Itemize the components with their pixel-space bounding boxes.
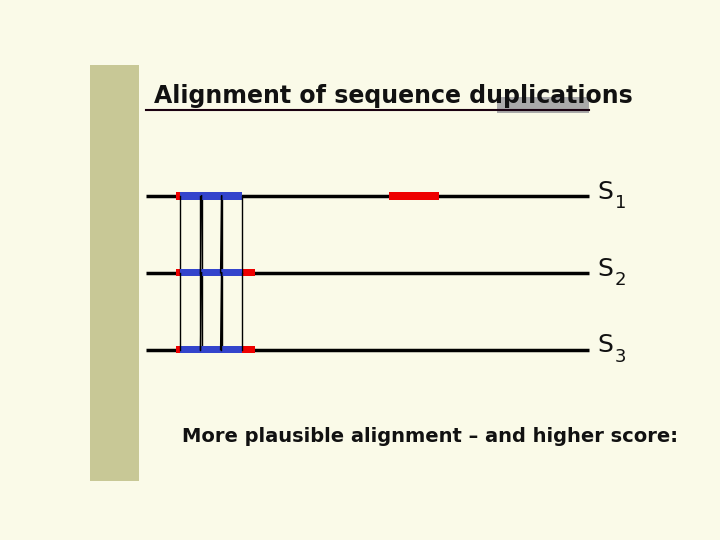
Bar — [181, 269, 202, 276]
Bar — [220, 273, 242, 349]
Bar — [220, 196, 242, 273]
Text: S: S — [598, 256, 613, 281]
Text: S: S — [598, 180, 613, 204]
Text: S: S — [598, 334, 613, 357]
Bar — [181, 196, 202, 273]
Bar — [220, 269, 242, 276]
Bar — [220, 192, 242, 199]
Bar — [200, 192, 222, 199]
Bar — [498, 97, 590, 113]
Bar — [200, 269, 222, 276]
Bar — [176, 269, 255, 276]
Bar — [176, 346, 255, 353]
Bar — [181, 192, 202, 199]
Bar — [389, 192, 438, 199]
Bar — [181, 273, 202, 349]
Bar — [200, 196, 222, 273]
Bar — [200, 269, 222, 276]
Bar — [220, 269, 242, 276]
Text: Alignment of sequence duplications: Alignment of sequence duplications — [154, 84, 633, 107]
Bar — [200, 346, 222, 353]
Bar — [90, 65, 139, 481]
Bar — [181, 269, 202, 276]
Bar — [200, 273, 222, 349]
Text: 2: 2 — [615, 271, 626, 289]
Bar — [220, 346, 242, 353]
Bar — [176, 192, 227, 199]
Text: 1: 1 — [615, 194, 626, 212]
Text: More plausible alignment – and higher score:: More plausible alignment – and higher sc… — [182, 428, 678, 447]
Bar — [181, 346, 202, 353]
Text: 3: 3 — [615, 348, 626, 366]
